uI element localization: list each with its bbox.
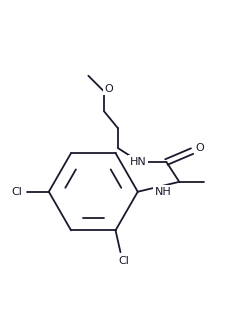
Text: O: O — [105, 84, 114, 94]
Text: HN: HN — [129, 157, 146, 167]
Text: Cl: Cl — [118, 256, 129, 266]
Text: NH: NH — [155, 187, 172, 197]
Text: O: O — [196, 143, 204, 153]
Text: Cl: Cl — [12, 187, 23, 197]
